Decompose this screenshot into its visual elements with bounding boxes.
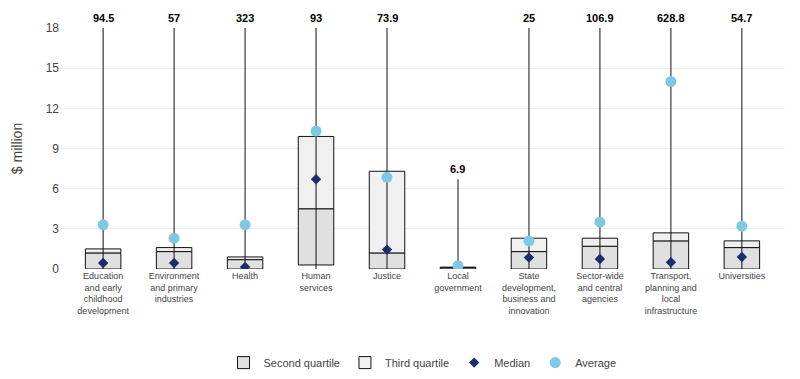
svg-text:12: 12 — [46, 102, 60, 116]
svg-text:25: 25 — [523, 12, 535, 24]
svg-text:Educationand earlychildhooddev: Educationand earlychildhooddevelopment — [77, 271, 129, 316]
svg-text:Sector-wideand centralagencies: Sector-wideand centralagencies — [576, 271, 624, 304]
svg-text:9: 9 — [52, 142, 59, 156]
svg-text:18: 18 — [46, 21, 60, 35]
svg-text:Environmentand primaryindustri: Environmentand primaryindustries — [149, 271, 200, 304]
svg-text:106.9: 106.9 — [586, 12, 614, 24]
svg-text:Second quartile: Second quartile — [264, 357, 340, 369]
svg-text:3: 3 — [52, 222, 59, 236]
svg-text:6.9: 6.9 — [450, 163, 465, 175]
svg-text:Transport,planning andlocalinf: Transport,planning andlocalinfrastructur… — [645, 271, 698, 316]
svg-text:93: 93 — [310, 12, 322, 24]
svg-text:Justice: Justice — [373, 271, 401, 281]
svg-text:15: 15 — [46, 61, 60, 75]
svg-text:323: 323 — [236, 12, 254, 24]
svg-text:73.9: 73.9 — [377, 12, 398, 24]
svg-text:Statedevelopment,business andi: Statedevelopment,business andinnovation — [502, 271, 556, 316]
svg-text:Universities: Universities — [719, 271, 766, 281]
svg-text:Median: Median — [494, 357, 530, 369]
svg-text:$ million: $ million — [9, 123, 25, 174]
svg-text:94.5: 94.5 — [93, 12, 114, 24]
svg-text:54.7: 54.7 — [731, 12, 752, 24]
svg-text:Third quartile: Third quartile — [385, 357, 449, 369]
svg-text:6: 6 — [52, 182, 59, 196]
svg-text:Localgovernment: Localgovernment — [434, 271, 482, 293]
svg-text:0: 0 — [52, 262, 59, 276]
svg-text:Humanservices: Humanservices — [300, 271, 334, 293]
svg-text:Average: Average — [575, 357, 616, 369]
svg-text:57: 57 — [168, 12, 180, 24]
svg-text:628.8: 628.8 — [657, 12, 685, 24]
svg-text:Health: Health — [232, 271, 258, 281]
